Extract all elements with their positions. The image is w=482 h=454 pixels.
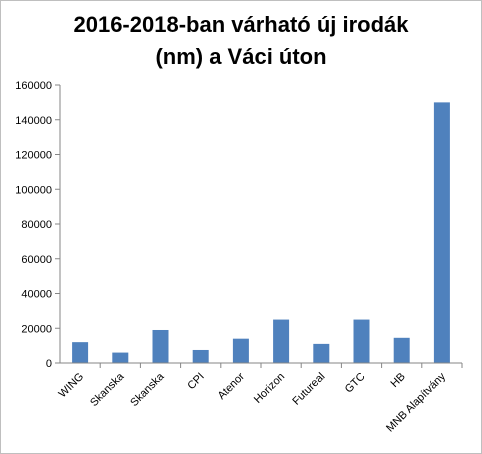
x-category-label: HB — [389, 371, 408, 390]
x-category-label: Atenor — [216, 370, 248, 402]
bar — [112, 352, 129, 363]
bar — [72, 342, 89, 363]
x-category-label: Skanska — [128, 370, 167, 409]
x-category-label: WING — [57, 371, 87, 401]
bar — [353, 319, 370, 363]
bar — [433, 102, 450, 363]
bar — [192, 349, 209, 363]
x-category-label: CPI — [185, 371, 206, 392]
bar — [273, 319, 290, 363]
chart-title-line-1: 2016-2018-ban várható új irodák — [73, 12, 409, 37]
bar — [313, 343, 330, 363]
chart-title-line-2: (nm) a Váci úton — [155, 44, 327, 69]
y-tick-label: 20000 — [21, 323, 52, 335]
y-tick-label: 160000 — [15, 80, 52, 92]
y-tick-label: 40000 — [21, 289, 52, 301]
y-tick-label: 0 — [46, 358, 52, 370]
bar — [152, 329, 169, 363]
x-category-label: Futureal — [290, 371, 327, 408]
y-tick-label: 120000 — [15, 150, 52, 162]
bar — [232, 338, 249, 363]
x-category-label: GTC — [343, 371, 368, 396]
y-tick-label: 60000 — [21, 254, 52, 266]
chart-title: 2016-2018-ban várható új irodák (nm) a V… — [0, 9, 482, 73]
y-tick-label: 140000 — [15, 115, 52, 127]
x-category-label: Skanska — [88, 370, 127, 409]
y-tick-label: 80000 — [21, 219, 52, 231]
y-tick-label: 100000 — [15, 184, 52, 196]
x-category-label: Horizon — [252, 371, 287, 406]
bar — [393, 337, 410, 363]
